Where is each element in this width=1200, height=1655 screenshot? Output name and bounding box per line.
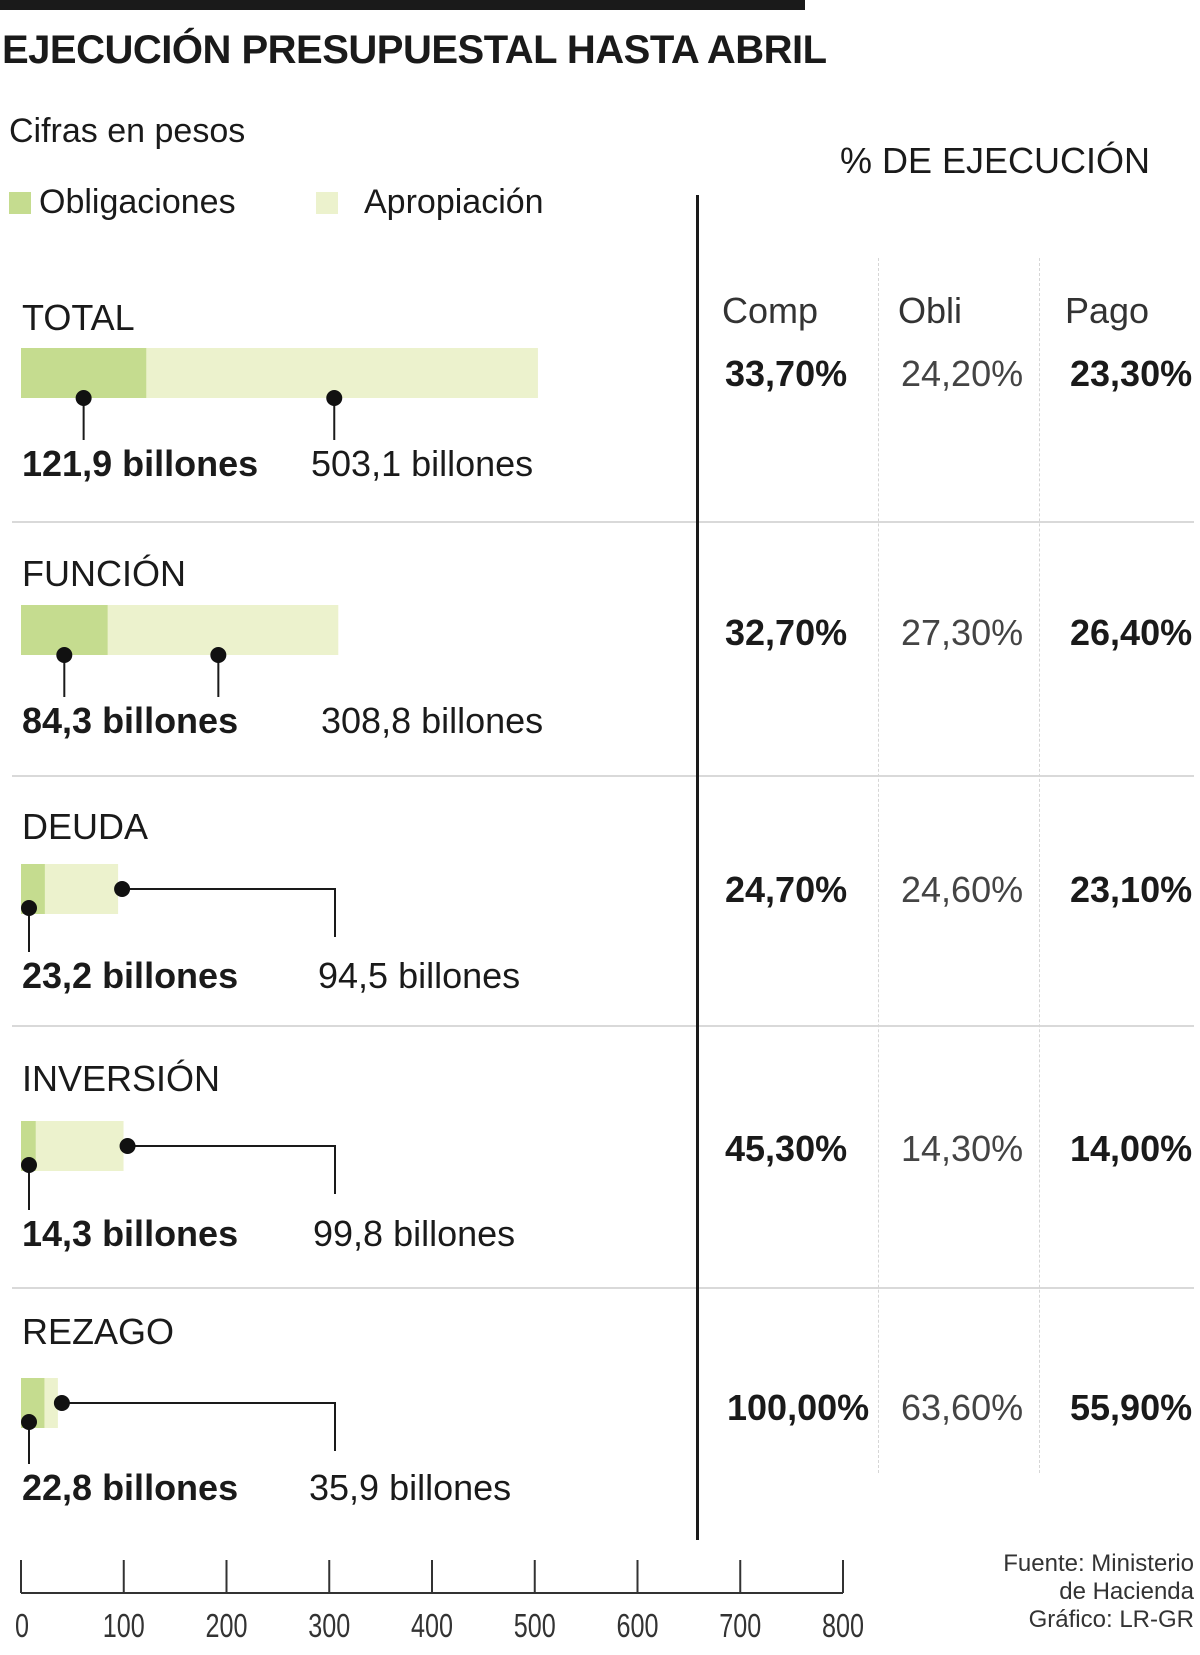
- x-axis-tick-label: 500: [514, 1607, 556, 1644]
- x-axis-tick-label: 700: [719, 1607, 761, 1644]
- pct-comp-value: 33,70%: [725, 353, 848, 394]
- apropiacion-data-label: 503,1 billones: [311, 443, 534, 484]
- legend-item-apropiacion: Apropiación: [316, 183, 544, 222]
- legend-swatch-obligaciones: [9, 191, 31, 214]
- source-line: de Hacienda: [1059, 1578, 1194, 1605]
- pct-comp-value: 24,70%: [725, 869, 848, 910]
- row-separator: [12, 521, 1194, 523]
- pct-comp-value: 45,30%: [725, 1128, 848, 1169]
- pct-pago-value: 55,90%: [1070, 1387, 1193, 1428]
- x-axis-tick-label: 600: [617, 1607, 659, 1644]
- top-rule: [0, 0, 805, 10]
- obligaciones-marker: [21, 1414, 37, 1430]
- col-header-pago: Pago: [1065, 290, 1150, 331]
- pct-obli-value: 24,60%: [901, 869, 1024, 910]
- apropiacion-data-label: 35,9 billones: [309, 1467, 512, 1508]
- table-divider: [696, 195, 699, 1540]
- obligaciones-data-label: 121,9 billones: [22, 443, 259, 484]
- obligaciones-marker: [56, 647, 73, 663]
- obligaciones-data-label: 84,3 billones: [22, 700, 239, 741]
- apropiacion-connector: [127, 1145, 336, 1194]
- apropiacion-data-label: 94,5 billones: [318, 955, 521, 996]
- source-note: Fuente: Ministerio de Hacienda Gráfico: …: [1003, 1550, 1194, 1634]
- row-separator: [12, 1025, 1194, 1027]
- pct-obli-value: 27,30%: [901, 612, 1024, 653]
- pct-obli-value: 14,30%: [901, 1128, 1024, 1169]
- column-divider: [1039, 258, 1040, 1473]
- pct-pago-value: 26,40%: [1070, 612, 1193, 653]
- obligaciones-data-label: 22,8 billones: [22, 1467, 239, 1508]
- column-divider: [878, 258, 879, 1473]
- chart-subtitle: Cifras en pesos: [9, 112, 246, 150]
- pct-comp-value: 100,00%: [727, 1387, 870, 1428]
- x-axis-tick-label: 300: [308, 1607, 350, 1644]
- apropiacion-marker: [119, 1138, 136, 1154]
- obligaciones-bar: [21, 348, 147, 398]
- pct-pago-value: 23,10%: [1070, 869, 1193, 910]
- obligaciones-bar: [21, 605, 108, 655]
- category-label-funcion: FUNCIÓN: [22, 553, 186, 594]
- obligaciones-data-label: 23,2 billones: [22, 955, 239, 996]
- apropiacion-marker: [53, 1395, 70, 1411]
- pct-obli-value: 24,20%: [901, 353, 1024, 394]
- pct-comp-value: 32,70%: [725, 612, 848, 653]
- apropiacion-connector: [61, 1402, 336, 1451]
- row-separator: [12, 775, 1194, 777]
- x-axis-tick-label: 400: [411, 1607, 453, 1644]
- pct-ejecucion-header: % DE EJECUCIÓN: [840, 140, 1151, 181]
- apropiacion-data-label: 308,8 billones: [321, 700, 544, 741]
- pct-pago-value: 14,00%: [1070, 1128, 1193, 1169]
- apropiacion-connector: [122, 888, 336, 937]
- apropiacion-marker: [326, 390, 343, 406]
- x-axis-tick-label: 100: [103, 1607, 145, 1644]
- chart-title: EJECUCIÓN PRESUPUESTAL HASTA ABRIL: [2, 28, 827, 72]
- source-line: Fuente: Ministerio: [1003, 1550, 1194, 1577]
- obligaciones-data-label: 14,3 billones: [22, 1213, 239, 1254]
- x-axis-tick-label: 200: [206, 1607, 248, 1644]
- credit-line: Gráfico: LR-GR: [1028, 1606, 1194, 1633]
- apropiacion-marker: [114, 881, 131, 897]
- legend-swatch-apropiacion: [316, 191, 338, 214]
- legend-label-apropiacion: Apropiación: [364, 183, 544, 221]
- apropiacion-marker: [210, 647, 227, 663]
- obligaciones-marker: [75, 390, 92, 406]
- apropiacion-bar: [21, 1121, 124, 1171]
- category-label-deuda: DEUDA: [22, 806, 149, 847]
- obligaciones-marker: [21, 900, 37, 916]
- apropiacion-data-label: 99,8 billones: [313, 1213, 516, 1254]
- x-axis-tick-label: 800: [822, 1607, 864, 1644]
- col-header-comp: Comp: [722, 290, 819, 331]
- legend-label-obligaciones: Obligaciones: [39, 183, 236, 221]
- category-label-inversion: INVERSIÓN: [22, 1058, 221, 1099]
- pct-obli-value: 63,60%: [901, 1387, 1024, 1428]
- row-separator: [12, 1287, 1194, 1289]
- obligaciones-marker: [21, 1157, 37, 1173]
- category-label-total: TOTAL: [22, 297, 135, 338]
- x-axis-tick-label: 0: [15, 1607, 29, 1644]
- pct-pago-value: 23,30%: [1070, 353, 1193, 394]
- legend-item-obligaciones: Obligaciones: [9, 183, 236, 222]
- col-header-obli: Obli: [898, 290, 963, 331]
- category-label-rezago: REZAGO: [22, 1311, 175, 1352]
